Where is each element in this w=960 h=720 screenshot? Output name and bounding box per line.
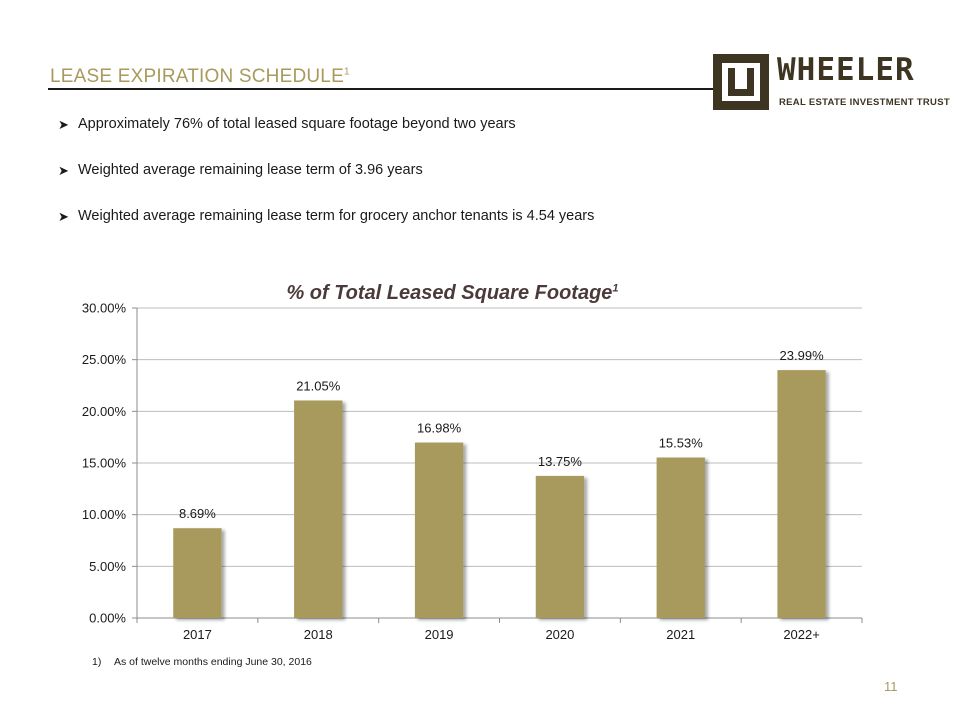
wheeler-logo: WHEELER REAL ESTATE INVESTMENT TRUST bbox=[713, 52, 950, 112]
data-label: 13.75% bbox=[538, 454, 583, 469]
logo-name: WHEELER bbox=[777, 52, 915, 88]
key-points-list: ➤ Approximately 76% of total leased squar… bbox=[58, 116, 594, 254]
arrow-bullet-icon: ➤ bbox=[58, 117, 69, 132]
chart-title-superscript: 1 bbox=[612, 282, 619, 295]
bar bbox=[535, 475, 585, 618]
y-tick-label: 5.00% bbox=[89, 559, 126, 574]
data-label: 16.98% bbox=[417, 421, 462, 436]
x-tick-label: 2022+ bbox=[783, 627, 820, 642]
page-title: LEASE EXPIRATION SCHEDULE1 bbox=[50, 66, 350, 87]
bullet-text: Weighted average remaining lease term of… bbox=[78, 162, 423, 178]
bar bbox=[777, 370, 826, 618]
footnote-number: 1) bbox=[92, 656, 102, 668]
title-underline bbox=[48, 88, 713, 90]
data-label: 8.69% bbox=[179, 506, 216, 521]
bullet-item: ➤ Weighted average remaining lease term o… bbox=[58, 162, 594, 208]
x-tick-label: 2017 bbox=[183, 627, 212, 642]
bullet-item: ➤ Weighted average remaining lease term f… bbox=[58, 208, 594, 254]
page-title-wrap: LEASE EXPIRATION SCHEDULE1 bbox=[50, 66, 350, 88]
x-tick-label: 2018 bbox=[304, 627, 333, 642]
chart-labels: 0.00% 5.00% 10.00% 15.00% 20.00% 25.00% 30.00%… bbox=[82, 301, 824, 643]
bar bbox=[414, 442, 464, 618]
page-title-superscript: 1 bbox=[343, 66, 350, 78]
page-number: 11 bbox=[884, 679, 898, 694]
chart-gridlines bbox=[137, 307, 862, 567]
bar bbox=[173, 528, 222, 618]
data-label: 21.05% bbox=[296, 378, 341, 393]
data-label: 15.53% bbox=[659, 436, 704, 451]
logo-subtitle: REAL ESTATE INVESTMENT TRUST bbox=[779, 97, 950, 108]
page-title-text: LEASE EXPIRATION SCHEDULE bbox=[50, 66, 344, 87]
chart-title-text: % of Total Leased Square Footage bbox=[286, 282, 613, 304]
chart-title: % of Total Leased Square Footage1 bbox=[0, 282, 905, 305]
y-tick-label: 15.00% bbox=[82, 456, 127, 471]
chart-axes bbox=[132, 307, 863, 623]
x-tick-label: 2019 bbox=[425, 627, 454, 642]
arrow-bullet-icon: ➤ bbox=[58, 209, 69, 224]
y-tick-label: 10.00% bbox=[82, 507, 127, 522]
y-tick-label: 20.00% bbox=[82, 404, 127, 419]
x-tick-label: 2021 bbox=[666, 627, 695, 642]
footnote-text: As of twelve months ending June 30, 2016 bbox=[114, 656, 312, 668]
y-tick-label: 0.00% bbox=[89, 611, 126, 626]
bullet-item: ➤ Approximately 76% of total leased squar… bbox=[58, 116, 594, 162]
chart-bars bbox=[173, 370, 826, 618]
x-tick-label: 2020 bbox=[545, 627, 574, 642]
data-label: 23.99% bbox=[780, 348, 825, 363]
bullet-text: Weighted average remaining lease term fo… bbox=[78, 208, 595, 224]
bullet-text: Approximately 76% of total leased square… bbox=[78, 116, 516, 132]
logo-mark-icon bbox=[713, 54, 769, 110]
bar bbox=[294, 400, 343, 618]
bar bbox=[656, 457, 705, 618]
y-tick-label: 30.00% bbox=[82, 301, 127, 316]
arrow-bullet-icon: ➤ bbox=[58, 163, 69, 178]
y-tick-label: 25.00% bbox=[82, 352, 127, 367]
